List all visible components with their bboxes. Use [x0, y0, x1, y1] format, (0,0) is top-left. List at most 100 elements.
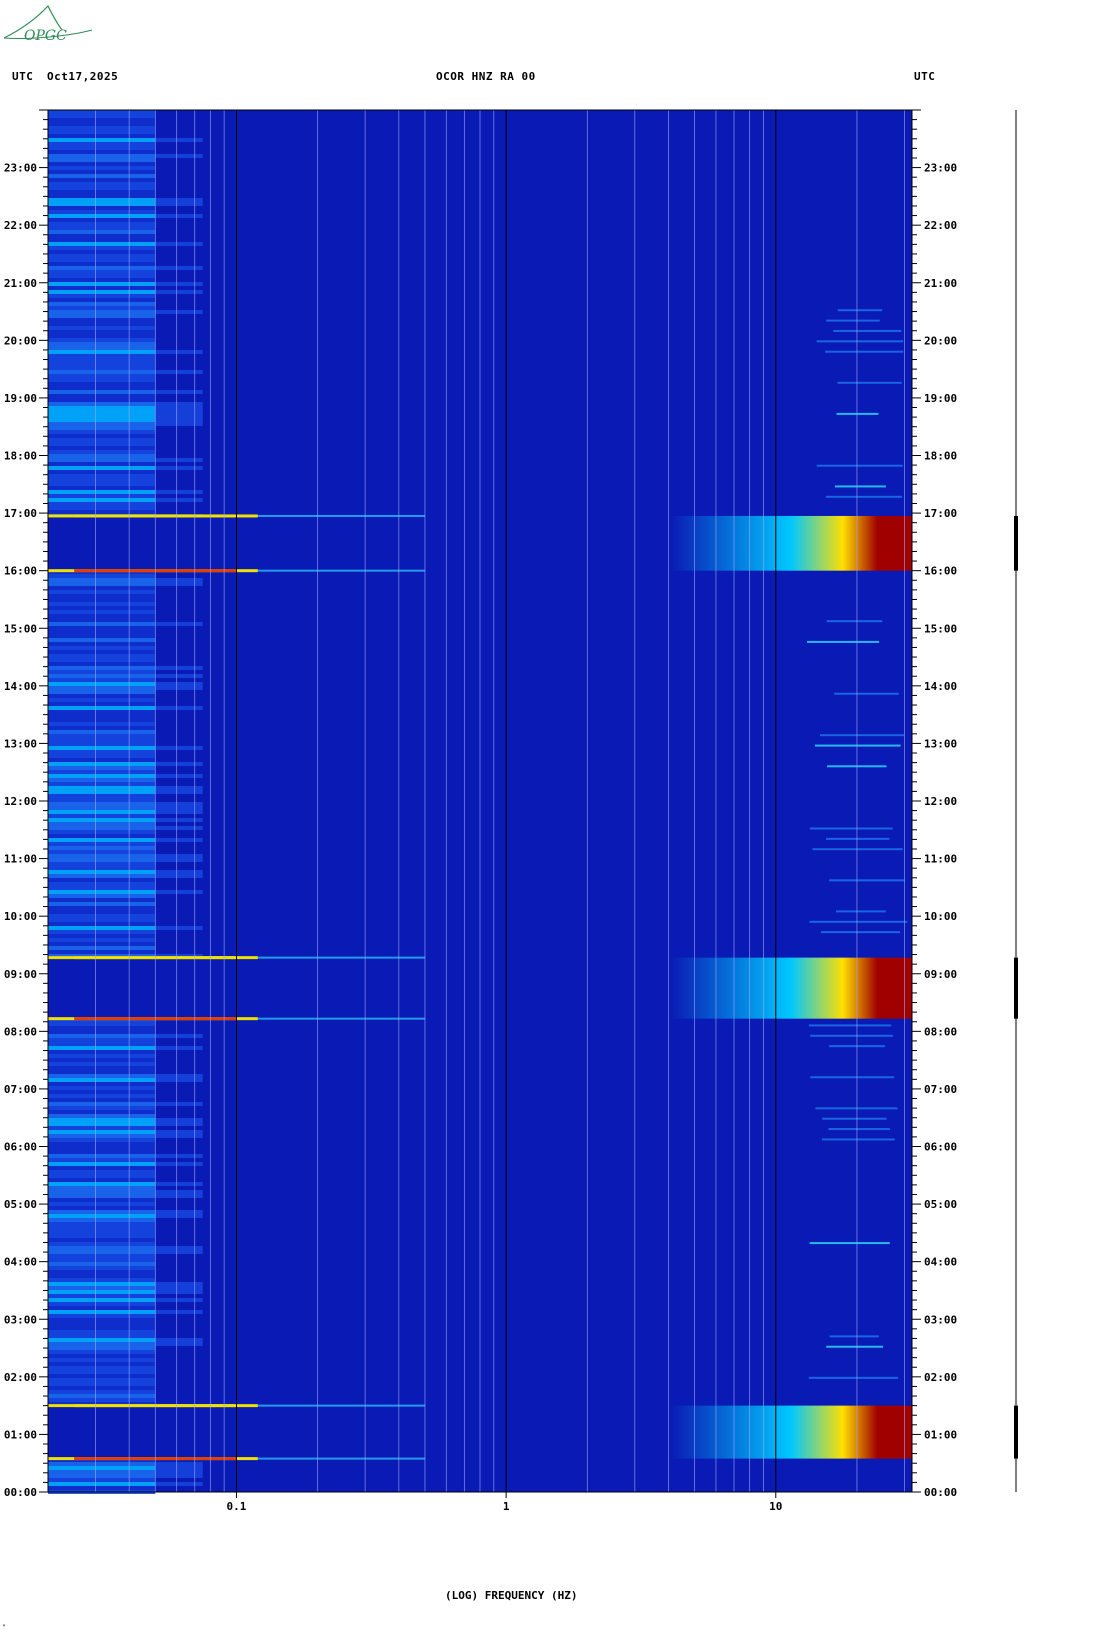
y-tick-label-left: 07:00	[4, 1083, 37, 1096]
low-frequency-band-streak	[48, 114, 156, 118]
low-frequency-band-streak	[48, 1378, 156, 1382]
low-frequency-band-streak	[155, 1338, 203, 1342]
low-frequency-band-streak	[155, 1122, 203, 1126]
low-frequency-band-streak	[155, 406, 203, 410]
low-frequency-band-streak	[48, 750, 156, 754]
low-frequency-band-streak	[48, 194, 156, 198]
low-frequency-band-streak	[155, 818, 203, 822]
low-frequency-band-streak	[48, 422, 156, 426]
low-frequency-band-streak	[48, 246, 156, 250]
low-frequency-band-streak	[48, 1290, 156, 1294]
low-frequency-band-streak	[48, 1278, 156, 1282]
low-frequency-band-streak	[48, 882, 156, 886]
low-frequency-band-streak	[48, 406, 156, 410]
low-frequency-band-streak	[155, 582, 203, 586]
low-frequency-band-streak	[48, 886, 156, 890]
opgc-logo: OPGC	[0, 0, 100, 52]
low-frequency-band-streak	[48, 462, 156, 466]
high-frequency-streak	[829, 879, 905, 882]
low-frequency-band-streak	[48, 414, 156, 418]
y-tick-label-left: 19:00	[4, 392, 37, 405]
low-frequency-band-streak	[155, 214, 203, 218]
low-frequency-band-streak	[155, 762, 203, 766]
low-frequency-band-streak	[48, 582, 156, 586]
low-frequency-band-streak	[48, 890, 156, 894]
low-frequency-band-streak	[155, 926, 203, 930]
y-tick-label-right: 07:00	[924, 1083, 957, 1096]
low-frequency-band-streak	[48, 1470, 156, 1474]
low-frequency-band-streak	[48, 646, 156, 650]
low-frequency-band-streak	[48, 1342, 156, 1346]
low-frequency-band-streak	[48, 1282, 156, 1286]
low-frequency-band-streak	[48, 670, 156, 674]
seismogram-burst	[1014, 1405, 1018, 1459]
low-frequency-band-streak	[155, 682, 203, 686]
low-frequency-band-streak	[48, 1022, 156, 1026]
high-frequency-streak	[816, 340, 904, 343]
low-frequency-band-streak	[155, 466, 203, 470]
low-frequency-band-streak	[48, 662, 156, 666]
y-tick-label-left: 23:00	[4, 162, 37, 175]
low-frequency-band-streak	[48, 742, 156, 746]
low-frequency-band-streak	[48, 1198, 156, 1202]
low-frequency-band-streak	[48, 330, 156, 334]
y-tick-label-right: 10:00	[924, 910, 957, 923]
low-frequency-band-streak	[48, 614, 156, 618]
low-frequency-band-streak	[155, 414, 203, 418]
low-frequency-band-streak	[155, 802, 203, 806]
low-frequency-band-streak	[48, 310, 156, 314]
y-tick-label-right: 17:00	[924, 507, 957, 520]
low-frequency-band-streak	[48, 818, 156, 822]
low-frequency-band-streak	[48, 398, 156, 402]
high-frequency-streak	[833, 329, 902, 332]
low-frequency-band-streak	[48, 238, 156, 242]
high-frequency-streak	[821, 931, 901, 934]
low-frequency-band-streak	[48, 1138, 156, 1142]
x-tick-label: 1	[503, 1500, 510, 1513]
low-frequency-band-streak	[155, 198, 203, 202]
low-frequency-band-streak	[48, 470, 156, 474]
low-frequency-band-streak	[48, 1034, 156, 1038]
y-tick-label-right: 23:00	[924, 162, 957, 175]
y-tick-label-left: 22:00	[4, 219, 37, 232]
event-line-tail-4	[257, 956, 425, 959]
high-frequency-streak	[837, 381, 902, 384]
low-frequency-band-streak	[48, 738, 156, 742]
low-frequency-band-streak	[48, 410, 156, 414]
low-frequency-band-streak	[48, 346, 156, 350]
low-frequency-band-streak	[48, 1126, 156, 1130]
y-tick-label-left: 18:00	[4, 450, 37, 463]
x-axis-label: (LOG) FREQUENCY (HZ)	[445, 1589, 578, 1602]
low-frequency-band-streak	[155, 266, 203, 270]
event-line-tail-5	[257, 569, 425, 572]
low-frequency-band-streak	[48, 174, 156, 178]
y-tick-label-right: 19:00	[924, 392, 957, 405]
low-frequency-band-streak	[48, 630, 156, 634]
low-frequency-band-streak	[48, 1258, 156, 1262]
y-tick-label-left: 17:00	[4, 507, 37, 520]
low-frequency-band-streak	[48, 754, 156, 758]
high-frequency-streak	[819, 734, 904, 737]
low-frequency-band-streak	[48, 1038, 156, 1042]
low-frequency-band-streak	[48, 1322, 156, 1326]
low-frequency-band-streak	[48, 934, 156, 938]
low-frequency-band-streak	[48, 1114, 156, 1118]
low-frequency-band-streak	[155, 1134, 203, 1138]
low-frequency-band-streak	[48, 718, 156, 722]
y-tick-label-left: 21:00	[4, 277, 37, 290]
low-frequency-band-streak	[48, 706, 156, 710]
low-frequency-band-streak	[48, 270, 156, 274]
low-frequency-band-streak	[48, 1090, 156, 1094]
low-frequency-band-streak	[48, 1194, 156, 1198]
high-frequency-streak	[828, 1128, 890, 1131]
low-frequency-band-streak	[48, 954, 156, 958]
low-frequency-band-streak	[48, 798, 156, 802]
y-tick-label-left: 13:00	[4, 737, 37, 750]
low-frequency-band-streak	[48, 294, 156, 298]
low-frequency-band-streak	[48, 574, 156, 578]
low-frequency-band-streak	[48, 314, 156, 318]
low-frequency-band-streak	[48, 594, 156, 598]
low-frequency-band-streak	[48, 298, 156, 302]
low-frequency-band-streak	[48, 1134, 156, 1138]
low-frequency-band-streak	[48, 690, 156, 694]
